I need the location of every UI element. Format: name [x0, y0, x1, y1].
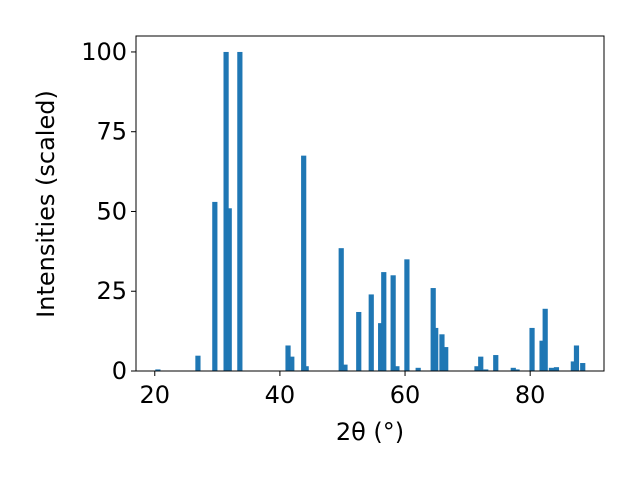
bar	[195, 355, 201, 371]
bar	[285, 345, 291, 371]
bar	[415, 367, 421, 371]
y-tick-label: 100	[81, 38, 127, 66]
bar	[433, 327, 439, 371]
bar	[529, 327, 535, 371]
bar	[570, 361, 576, 371]
bar	[212, 201, 218, 371]
bar	[237, 51, 243, 371]
bar	[548, 367, 555, 371]
x-axis-label: 2θ (°)	[336, 418, 404, 446]
bar	[580, 363, 586, 371]
y-tick-label: 0	[112, 357, 127, 385]
y-axis-label: Intensities (scaled)	[32, 90, 60, 318]
bar	[404, 259, 410, 371]
bar	[223, 51, 229, 371]
bar	[573, 345, 580, 371]
x-tick-label: 40	[265, 381, 296, 409]
bar	[390, 275, 396, 371]
bar	[443, 347, 449, 371]
x-tick-label: 20	[139, 381, 170, 409]
bar	[493, 355, 499, 371]
bar	[381, 272, 387, 371]
bar	[226, 208, 232, 371]
bar	[483, 369, 489, 371]
bar	[439, 334, 445, 371]
bar	[539, 340, 545, 371]
bar	[356, 311, 362, 371]
bar	[510, 367, 516, 371]
bar	[289, 356, 295, 371]
bar	[394, 366, 400, 371]
y-tick-label: 75	[96, 118, 127, 146]
bar	[368, 294, 374, 371]
bar	[378, 323, 384, 371]
y-tick-label: 50	[96, 197, 127, 225]
plot-frame	[135, 35, 605, 372]
bar	[303, 366, 309, 371]
bar	[474, 366, 480, 371]
y-tick-label: 25	[96, 277, 127, 305]
bar	[553, 367, 560, 371]
x-tick-label: 80	[515, 381, 546, 409]
bar	[301, 155, 307, 371]
bar	[478, 356, 484, 371]
bar	[155, 369, 161, 371]
bar	[514, 369, 520, 371]
bar	[342, 364, 348, 371]
bar	[338, 248, 344, 371]
bar	[542, 308, 548, 371]
x-tick-label: 60	[390, 381, 421, 409]
